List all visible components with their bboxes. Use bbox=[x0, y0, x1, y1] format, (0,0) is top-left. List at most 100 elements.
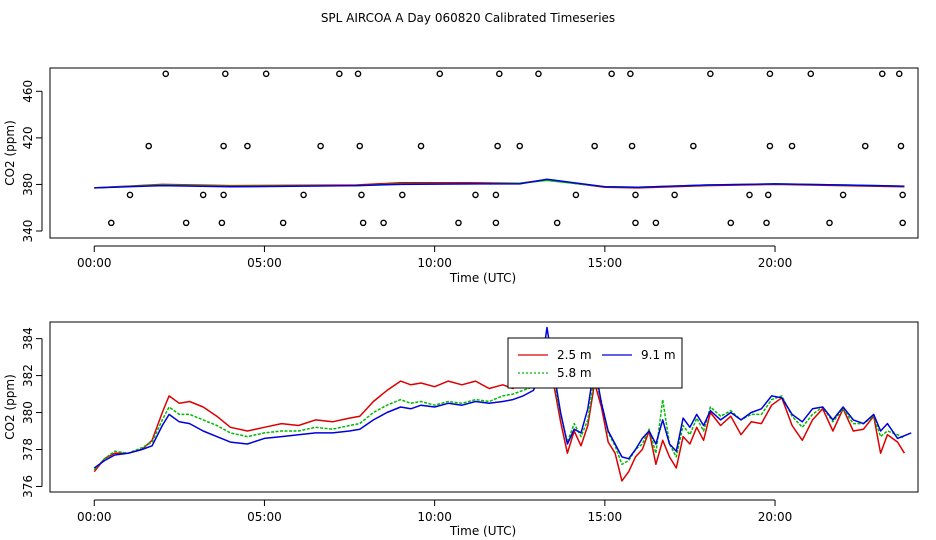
data-point bbox=[358, 191, 365, 199]
y-axis-title: CO2 (ppm) bbox=[3, 374, 17, 440]
data-point bbox=[494, 142, 501, 150]
panel-calibrated-co2: 00:00 05:00 10:00 15:00 20:00 376 378 380 382 38… bbox=[3, 321, 919, 538]
data-point bbox=[300, 191, 307, 199]
data-point bbox=[652, 219, 660, 227]
series-line-2 bbox=[94, 178, 905, 189]
data-point bbox=[359, 219, 367, 227]
chart-title: SPL AIRCOA A Day 060820 Calibrated Times… bbox=[321, 11, 615, 25]
data-point bbox=[861, 142, 869, 150]
data-point bbox=[766, 70, 774, 78]
x-tick-label: 15:00 bbox=[588, 510, 623, 524]
data-point bbox=[627, 70, 634, 78]
data-point bbox=[222, 70, 229, 78]
data-point bbox=[220, 191, 227, 199]
y-axis-title: CO2 (ppm) bbox=[3, 120, 17, 186]
data-point bbox=[807, 70, 815, 78]
x-axis-title: Time (UTC) bbox=[449, 271, 516, 285]
data-point bbox=[788, 142, 796, 150]
legend-box bbox=[507, 337, 683, 389]
data-point bbox=[354, 70, 362, 78]
x-axis: 00:00 05:00 10:00 15:00 20:00 bbox=[77, 245, 793, 270]
data-point bbox=[182, 219, 190, 227]
legend-label-5-8m: 5.8 m bbox=[557, 366, 592, 380]
series-layer bbox=[93, 326, 912, 482]
legend-label-9-1m: 9.1 m bbox=[641, 348, 676, 362]
x-tick-label: 20:00 bbox=[758, 510, 793, 524]
data-point bbox=[766, 142, 774, 150]
x-tick-label: 05:00 bbox=[247, 256, 282, 270]
x-tick-label: 10:00 bbox=[417, 256, 452, 270]
data-point bbox=[878, 70, 886, 78]
marker-layer bbox=[107, 70, 906, 227]
y-axis: 376 378 380 382 384 bbox=[21, 327, 43, 498]
y-tick-label: 340 bbox=[21, 220, 35, 243]
data-point bbox=[895, 70, 903, 78]
y-tick-label: 382 bbox=[21, 364, 35, 387]
x-tick-label: 00:00 bbox=[77, 510, 112, 524]
y-tick-label: 380 bbox=[21, 173, 35, 196]
data-point bbox=[496, 70, 503, 78]
data-point bbox=[764, 191, 772, 199]
data-point bbox=[107, 219, 115, 227]
data-point bbox=[356, 142, 364, 150]
y-tick-label: 460 bbox=[21, 80, 35, 103]
data-point bbox=[279, 219, 287, 227]
series-line-5-8-m bbox=[93, 347, 905, 471]
y-axis: 340 380 420 460 bbox=[21, 80, 43, 243]
data-point bbox=[632, 191, 639, 199]
data-point bbox=[671, 191, 678, 199]
x-tick-label: 20:00 bbox=[758, 256, 793, 270]
data-point bbox=[162, 70, 170, 78]
data-point bbox=[572, 191, 580, 199]
legend-label-2-5m: 2.5 m bbox=[557, 348, 592, 362]
data-point bbox=[492, 191, 500, 199]
data-point bbox=[492, 219, 500, 227]
x-tick-label: 10:00 bbox=[417, 510, 452, 524]
data-point bbox=[899, 219, 906, 227]
legend: 2.5 m 5.8 m 9.1 m bbox=[507, 337, 683, 389]
data-point bbox=[244, 142, 251, 150]
series-line-9-1-m bbox=[93, 326, 912, 469]
data-point bbox=[591, 142, 598, 150]
series-line-2-5-m bbox=[93, 348, 906, 482]
x-axis-title: Time (UTC) bbox=[449, 524, 516, 538]
plot-frame bbox=[49, 321, 919, 493]
y-tick-label: 376 bbox=[21, 475, 35, 498]
data-point bbox=[746, 191, 753, 199]
data-point bbox=[628, 142, 636, 150]
data-point bbox=[707, 70, 714, 78]
y-tick-label: 378 bbox=[21, 438, 35, 461]
data-point bbox=[126, 191, 134, 199]
data-point bbox=[472, 191, 479, 199]
data-point bbox=[145, 142, 153, 150]
y-tick-label: 420 bbox=[21, 126, 35, 149]
data-point bbox=[899, 191, 906, 199]
panel-raw-co2: 00:00 05:00 10:00 15:00 20:00 340 380 420 460 T… bbox=[3, 67, 919, 285]
data-point bbox=[317, 142, 324, 150]
data-point bbox=[399, 191, 406, 199]
data-point bbox=[220, 142, 227, 150]
series-layer bbox=[94, 178, 905, 189]
y-tick-label: 380 bbox=[21, 401, 35, 424]
data-point bbox=[553, 219, 561, 227]
data-point bbox=[262, 70, 270, 78]
data-point bbox=[839, 191, 847, 199]
data-point bbox=[218, 219, 226, 227]
data-point bbox=[690, 142, 697, 150]
data-point bbox=[199, 191, 207, 199]
data-point bbox=[380, 219, 387, 227]
x-tick-label: 00:00 bbox=[77, 256, 112, 270]
data-point bbox=[516, 142, 524, 150]
data-point bbox=[436, 70, 444, 78]
x-tick-label: 15:00 bbox=[588, 256, 623, 270]
data-point bbox=[455, 219, 462, 227]
data-point bbox=[763, 219, 770, 227]
data-point bbox=[727, 219, 735, 227]
data-point bbox=[632, 219, 639, 227]
data-point bbox=[535, 70, 542, 78]
y-tick-label: 384 bbox=[21, 327, 35, 350]
data-point bbox=[897, 142, 905, 150]
data-point bbox=[417, 142, 425, 150]
x-tick-label: 05:00 bbox=[247, 510, 282, 524]
